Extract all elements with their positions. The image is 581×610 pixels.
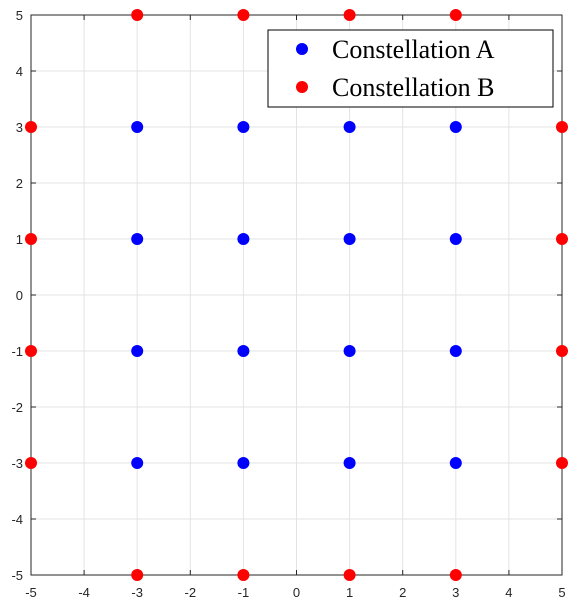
x-tick-label: 1 — [346, 585, 353, 600]
constellation-a-point — [343, 121, 356, 133]
constellation-b-point — [556, 345, 568, 357]
constellation-a-point — [343, 345, 356, 357]
constellation-a-point — [449, 345, 462, 357]
legend: Constellation A Constellation B — [267, 29, 554, 108]
constellation-a-point — [131, 121, 144, 133]
y-tick-label: -4 — [11, 512, 23, 527]
constellation-b-point — [556, 233, 568, 245]
constellation-b-point — [25, 121, 37, 133]
constellation-a-point — [343, 457, 356, 469]
legend-label: Constellation A — [332, 35, 495, 64]
constellation-a-point — [237, 345, 250, 357]
x-tick-label: 0 — [293, 585, 300, 600]
constellation-b-point — [237, 9, 250, 21]
y-tick-label: 4 — [16, 64, 23, 79]
legend-label: Constellation B — [332, 73, 495, 102]
x-tick-label: 5 — [558, 585, 565, 600]
y-tick-label: 3 — [16, 120, 23, 135]
y-tick-label: 1 — [16, 232, 23, 247]
data-points — [25, 9, 568, 581]
constellation-a-point — [131, 345, 144, 357]
x-tick-label: -4 — [78, 585, 90, 600]
y-tick-label: 5 — [16, 8, 23, 23]
constellation-a-point — [343, 233, 356, 245]
y-tick-label: -5 — [11, 568, 23, 583]
x-tick-label: -2 — [185, 585, 197, 600]
constellation-b-point — [449, 569, 462, 581]
constellation-b-point — [343, 9, 356, 21]
x-tick-label: 4 — [505, 585, 512, 600]
y-tick-label: 0 — [16, 288, 23, 303]
constellation-a-point — [449, 457, 462, 469]
legend-marker — [296, 43, 308, 55]
y-tick-label: 2 — [16, 176, 23, 191]
constellation-a-point — [237, 457, 250, 469]
y-tick-label: -1 — [11, 344, 23, 359]
y-tick-label: -3 — [11, 456, 23, 471]
constellation-a-point — [237, 121, 250, 133]
x-tick-label: -3 — [131, 585, 143, 600]
constellation-b-point — [237, 569, 250, 581]
x-tick-label: -5 — [25, 585, 37, 600]
constellation-b-point — [25, 233, 37, 245]
legend-marker — [296, 81, 308, 93]
constellation-b-point — [131, 9, 144, 21]
legend-box — [267, 29, 554, 108]
constellation-b-point — [556, 457, 568, 469]
constellation-a-point — [449, 121, 462, 133]
x-tick-label: -1 — [238, 585, 250, 600]
y-tick-label: -2 — [11, 400, 23, 415]
constellation-b-point — [25, 457, 37, 469]
constellation-b-point — [556, 121, 568, 133]
constellation-b-point — [25, 345, 37, 357]
constellation-b-point — [131, 569, 144, 581]
x-tick-label: 2 — [399, 585, 406, 600]
constellation-a-point — [449, 233, 462, 245]
constellation-b-point — [343, 569, 356, 581]
x-tick-label: 3 — [452, 585, 459, 600]
constellation-a-point — [131, 457, 144, 469]
x-axis-tick-labels: -5 -4 -3 -2 -1 0 1 2 3 4 5 — [25, 585, 565, 600]
y-axis-tick-labels: -5 -4 -3 -2 -1 0 1 2 3 4 5 — [11, 8, 23, 583]
constellation-a-point — [131, 233, 144, 245]
constellation-b-point — [449, 9, 462, 21]
constellation-a-point — [237, 233, 250, 245]
